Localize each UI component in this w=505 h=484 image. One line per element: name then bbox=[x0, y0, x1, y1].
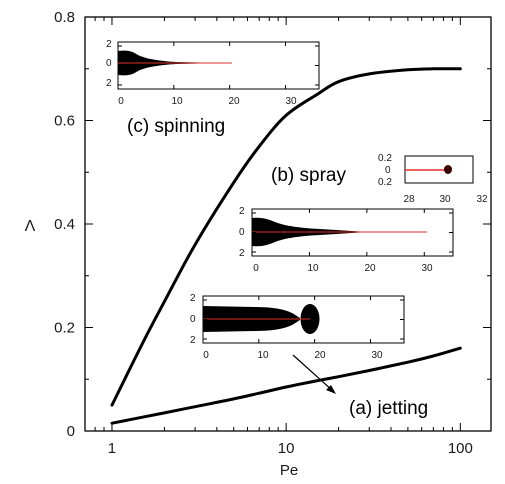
annotation-jetting: (a) jetting bbox=[349, 398, 428, 419]
inset-ytick-label: 2 bbox=[190, 293, 196, 304]
y-axis-ticks: 00.20.40.60.8 bbox=[54, 9, 491, 440]
inset-ytick-label: 0.2 bbox=[378, 177, 392, 188]
series-line-0 bbox=[110, 67, 462, 407]
inset-ytick-label: 2 bbox=[190, 335, 196, 346]
inset-droplet bbox=[444, 165, 452, 174]
inset-ytick-label: 0 bbox=[239, 227, 245, 238]
y-tick-label: 0.8 bbox=[54, 9, 75, 26]
jetting-arrow bbox=[292, 354, 336, 394]
inset-ytick-label: 0 bbox=[106, 58, 112, 69]
inset-xtick-label: 20 bbox=[314, 350, 326, 361]
x-tick-label: 100 bbox=[448, 440, 473, 457]
x-tick-label: 1 bbox=[108, 440, 116, 457]
inset-xtick-label: 30 bbox=[285, 96, 297, 107]
inset-xtick-label: 10 bbox=[307, 263, 319, 274]
inset-spray-zoom: 0.2 0 0.2 28 30 32 bbox=[378, 153, 488, 205]
inset-xtick-label: 20 bbox=[364, 263, 376, 274]
inset-xtick-label: 32 bbox=[476, 194, 488, 205]
inset-xtick-label: 0 bbox=[118, 96, 124, 107]
inset-xtick-label: 30 bbox=[439, 194, 451, 205]
inset-xtick-label: 0 bbox=[203, 350, 209, 361]
series-line-1 bbox=[110, 346, 462, 425]
inset-spinning: 2 0 2 0 10 20 30 bbox=[106, 39, 320, 107]
annotation-spinning: (c) spinning bbox=[127, 116, 225, 137]
series-layer bbox=[110, 67, 462, 425]
inset-xtick-label: 10 bbox=[257, 350, 269, 361]
inset-xtick-label: 10 bbox=[171, 96, 183, 107]
y-tick-label: 0 bbox=[67, 423, 75, 440]
inset-xtick-label: 0 bbox=[253, 263, 259, 274]
inset-xtick-label: 30 bbox=[371, 350, 383, 361]
inset-ytick-label: 2 bbox=[239, 248, 245, 259]
inset-ytick-label: 2 bbox=[239, 206, 245, 217]
y-tick-label: 0.6 bbox=[54, 113, 75, 130]
annotation-spray: (b) spray bbox=[271, 165, 346, 186]
y-axis-label: Λ bbox=[25, 218, 36, 235]
inset-jetting: 2 0 2 0 10 20 30 bbox=[190, 293, 405, 361]
y-tick-label: 0.2 bbox=[54, 320, 75, 337]
main-plot: 1 10 100 00.20.40.60.8 Pe Λ bbox=[25, 9, 492, 479]
inset-spray-main: 2 0 2 0 10 20 30 bbox=[239, 206, 454, 274]
inset-xtick-label: 20 bbox=[228, 96, 240, 107]
x-axis-ticks: 1 10 100 bbox=[84, 17, 473, 457]
inset-ytick-label: 0 bbox=[385, 165, 391, 176]
inset-ytick-label: 0 bbox=[190, 314, 196, 325]
inset-ytick-label: 2 bbox=[106, 39, 112, 50]
inset-xtick-label: 28 bbox=[403, 194, 415, 205]
inset-ytick-label: 2 bbox=[106, 78, 112, 89]
y-tick-label: 0.4 bbox=[54, 216, 75, 233]
x-tick-label: 10 bbox=[278, 440, 295, 457]
x-axis-label: Pe bbox=[280, 462, 298, 479]
inset-ytick-label: 0.2 bbox=[378, 153, 392, 164]
inset-xtick-label: 30 bbox=[421, 263, 433, 274]
